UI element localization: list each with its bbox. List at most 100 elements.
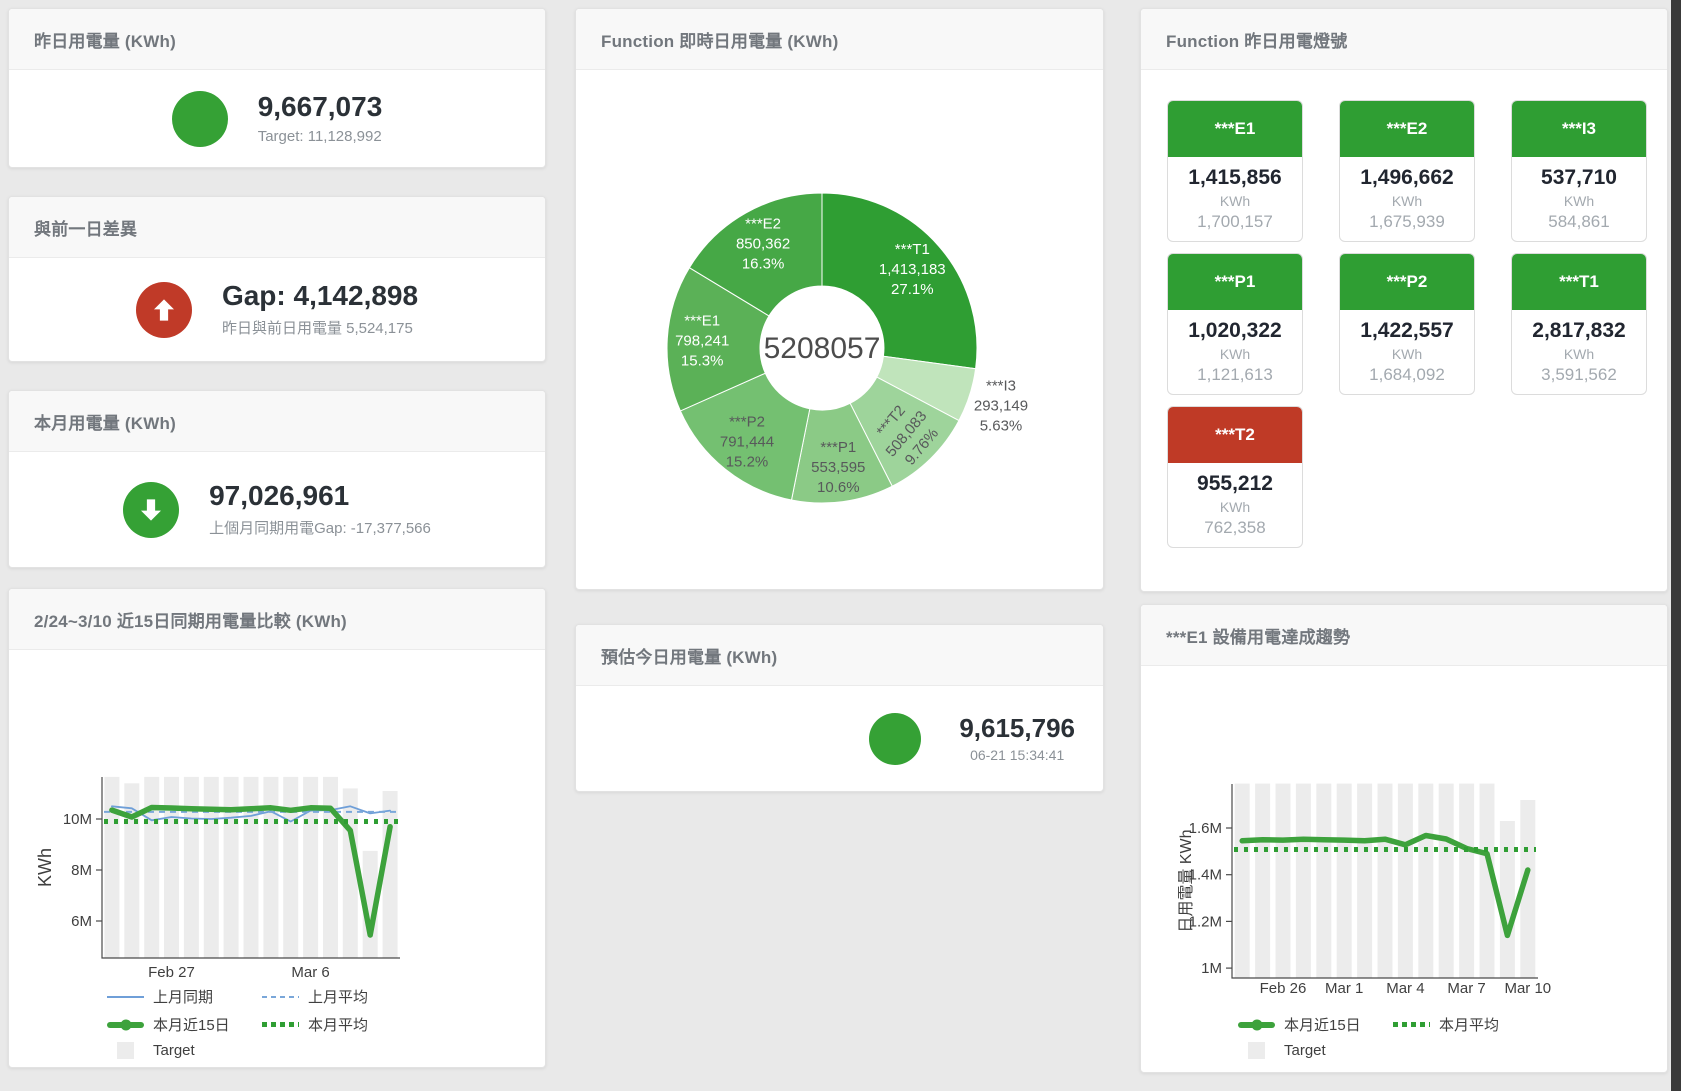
y-tick-label: 6M bbox=[71, 913, 92, 930]
target-bar bbox=[303, 776, 319, 958]
stat-value: 9,667,073 bbox=[257, 91, 383, 123]
legend-swatch-green-thick-icon bbox=[1238, 1018, 1275, 1031]
panel-header: 本月用電量 (KWh) bbox=[9, 391, 545, 452]
panel-title: 2/24~3/10 近15日同期用電量比較 (KWh) bbox=[34, 611, 347, 631]
donut-segment-P2[interactable] bbox=[679, 372, 811, 501]
target-bar bbox=[164, 776, 179, 958]
tile-unit: KWh bbox=[1563, 346, 1595, 362]
donut-segment-label: ***P1 553,595 10.6% bbox=[811, 439, 865, 496]
svg-text:***E2: ***E2 bbox=[745, 215, 781, 232]
target-bar bbox=[1479, 783, 1495, 978]
target-bar bbox=[342, 788, 358, 958]
legend-swatch-green-thick-icon bbox=[107, 1018, 144, 1031]
target-bar bbox=[104, 776, 120, 958]
target-bar bbox=[203, 776, 219, 958]
tile-target-value: 762,358 bbox=[1204, 518, 1266, 537]
x-tick-label: Feb 26 bbox=[1260, 980, 1307, 997]
panel-yesterday-status-lights: Function 昨日用電燈號 ***E1 1,415,856 KWh 1,700,1… bbox=[1140, 8, 1668, 592]
tile-value: 1,415,856 bbox=[1188, 166, 1282, 189]
svg-text:***E1: ***E1 bbox=[684, 312, 720, 329]
legend-label: 本月平均 bbox=[308, 1017, 369, 1034]
legend-swatch-target-icon bbox=[107, 1041, 144, 1059]
legend-item-green-thick[interactable]: 本月近15日 bbox=[1238, 1014, 1367, 1035]
legend-item-green-dotted[interactable]: 本月平均 bbox=[262, 1014, 368, 1035]
device-tile-E2: ***E2 1,496,662 KWh 1,675,939 bbox=[1339, 100, 1475, 242]
target-bar bbox=[323, 776, 338, 958]
target-bar bbox=[263, 776, 279, 958]
donut-chart-realtime-energy[interactable]: ***T1 1,413,183 27.1% ***I3 293,149 5.63% ***T… bbox=[576, 70, 1103, 590]
legend-item-blue-dashed[interactable]: 上月平均 bbox=[262, 986, 368, 1007]
donut-segment-E1[interactable] bbox=[666, 267, 770, 412]
tile-status-header: ***P1 bbox=[1168, 254, 1302, 310]
legend-item-green-thick[interactable]: 本月近15日 bbox=[107, 1014, 236, 1035]
legend-item-target[interactable]: Target bbox=[107, 1041, 236, 1059]
legend-label: 上月平均 bbox=[308, 989, 369, 1006]
target-bar bbox=[1418, 783, 1434, 978]
panel-title: Function 即時日用電量 (KWh) bbox=[601, 31, 839, 51]
panel-realtime-donut: Function 即時日用電量 (KWh) ***T1 1,413,183 27.1… bbox=[575, 8, 1104, 590]
target-bar bbox=[243, 776, 259, 958]
stat-timestamp: 06-21 15:34:41 bbox=[970, 747, 1065, 764]
scrollbar[interactable] bbox=[1671, 0, 1681, 1091]
svg-text:***I3: ***I3 bbox=[986, 378, 1016, 395]
tile-status-header: ***T2 bbox=[1168, 407, 1302, 463]
arrow-down-icon bbox=[123, 481, 180, 538]
tile-target-value: 3,591,562 bbox=[1541, 365, 1617, 384]
panel-header: 與前一日差異 bbox=[9, 197, 545, 258]
panel-header: 2/24~3/10 近15日同期用電量比較 (KWh) bbox=[9, 589, 545, 650]
donut-segment-E2[interactable] bbox=[688, 192, 823, 317]
device-tile-grid: ***E1 1,415,856 KWh 1,700,157 ***E2 1,496,662… bbox=[1167, 100, 1667, 548]
legend-item-green-dotted[interactable]: 本月平均 bbox=[1393, 1014, 1499, 1035]
target-bar bbox=[283, 776, 299, 958]
target-bar bbox=[382, 791, 398, 958]
target-bar bbox=[1438, 783, 1454, 978]
y-tick-label: 1M bbox=[1201, 960, 1222, 977]
donut-segment-T1[interactable] bbox=[821, 192, 978, 370]
stat-value: Gap: 4,142,898 bbox=[221, 280, 419, 312]
legend-item-blue-solid[interactable]: 上月同期 bbox=[107, 986, 236, 1007]
tile-unit: KWh bbox=[1219, 346, 1251, 362]
x-tick-label: Mar 4 bbox=[1386, 980, 1424, 997]
target-bar bbox=[1316, 783, 1332, 978]
chart-legend: 上月同期 上月平均本月近15日 本月平均 Target bbox=[107, 986, 368, 1059]
tile-value: 1,422,557 bbox=[1360, 319, 1454, 342]
target-bar bbox=[183, 776, 199, 958]
tile-unit: KWh bbox=[1563, 193, 1595, 209]
x-tick-label: Mar 10 bbox=[1504, 980, 1551, 997]
line-chart-15day-comparison[interactable]: 6M 8M 10M Feb 27 Mar 6 KWh bbox=[9, 650, 545, 986]
donut-segment-label: ***I3 293,149 5.63% bbox=[974, 378, 1028, 435]
legend-swatch-green-dotted-icon bbox=[1393, 1018, 1430, 1031]
svg-text:5.63%: 5.63% bbox=[980, 418, 1023, 435]
svg-text:293,149: 293,149 bbox=[974, 398, 1028, 415]
panel-title: 昨日用電量 (KWh) bbox=[34, 31, 176, 51]
chart-axes bbox=[1231, 784, 1538, 979]
svg-text:798,241: 798,241 bbox=[675, 332, 729, 349]
x-tick-label: Mar 1 bbox=[1325, 980, 1363, 997]
panel-e1-trend-chart: ***E1 設備用電達成趨勢 1M 1.2M 1.4M 1.6M Feb 26 Mar 1… bbox=[1140, 604, 1668, 1073]
legend-label: 本月近15日 bbox=[153, 1017, 230, 1034]
target-bar bbox=[1520, 800, 1536, 978]
y-tick-label: 8M bbox=[71, 862, 92, 879]
target-bar bbox=[1377, 783, 1393, 978]
x-tick-label: Mar 7 bbox=[1447, 980, 1485, 997]
legend-label: 本月平均 bbox=[1439, 1017, 1500, 1034]
legend-item-target[interactable]: Target bbox=[1238, 1041, 1367, 1059]
target-bar bbox=[1255, 783, 1271, 978]
panel-title: 預估今日用電量 (KWh) bbox=[601, 647, 778, 667]
status-indicator-circle bbox=[869, 712, 922, 765]
chart-axes bbox=[101, 777, 400, 959]
target-bar bbox=[362, 850, 378, 958]
target-bar bbox=[1336, 783, 1352, 978]
tile-unit: KWh bbox=[1219, 193, 1251, 209]
panel-today-estimate: 預估今日用電量 (KWh) 9,615,796 06-21 15:34:41 bbox=[575, 624, 1104, 792]
donut-segment-label: ***E1 798,241 15.3% bbox=[675, 312, 729, 369]
y-tick-label: 1.4M bbox=[1189, 867, 1222, 884]
donut-segment-label: ***T1 1,413,183 27.1% bbox=[879, 241, 946, 298]
panel-header: Function 昨日用電燈號 bbox=[1141, 9, 1667, 70]
tile-value: 1,020,322 bbox=[1188, 319, 1282, 342]
chart-legend: 本月近15日 本月平均 Target bbox=[1238, 1014, 1499, 1059]
svg-text:***P2: ***P2 bbox=[729, 414, 765, 431]
device-tile-I3: ***I3 537,710 KWh 584,861 bbox=[1511, 100, 1647, 242]
line-chart-e1-trend[interactable]: 1M 1.2M 1.4M 1.6M Feb 26 Mar 1 Mar 4 Mar 7 Mar 1… bbox=[1141, 666, 1667, 1002]
panel-title: Function 昨日用電燈號 bbox=[1166, 31, 1348, 51]
